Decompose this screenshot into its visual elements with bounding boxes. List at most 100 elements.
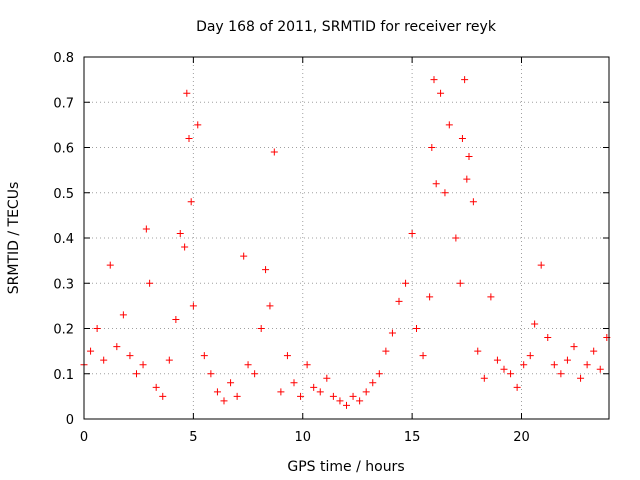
data-point — [557, 370, 565, 378]
data-point — [428, 144, 436, 151]
data-point — [456, 279, 464, 287]
data-point — [577, 374, 585, 382]
data-point — [493, 356, 501, 364]
y-tick-label: 0.5 — [53, 187, 74, 202]
data-point — [369, 379, 377, 387]
data-point — [152, 383, 160, 391]
data-point — [187, 198, 195, 206]
data-point — [251, 370, 259, 378]
y-tick-label: 0.7 — [53, 96, 74, 111]
data-point — [297, 392, 305, 400]
data-point — [172, 315, 180, 323]
y-tick-label: 0.6 — [53, 142, 74, 157]
data-point — [283, 352, 291, 360]
data-point — [139, 361, 147, 369]
data-point — [419, 352, 427, 360]
data-point — [362, 388, 370, 396]
chart-title: Day 168 of 2011, SRMTID for receiver rey… — [196, 19, 497, 35]
data-point — [100, 356, 108, 364]
data-point — [408, 229, 416, 237]
data-point — [165, 356, 173, 364]
data-point — [336, 397, 344, 405]
data-point — [207, 370, 215, 378]
data-point — [159, 392, 167, 400]
data-point — [526, 352, 534, 360]
data-point — [463, 175, 471, 183]
data-point — [200, 352, 208, 360]
data-point — [382, 347, 390, 355]
data-point — [395, 297, 403, 305]
data-point — [277, 388, 285, 396]
data-point — [133, 370, 140, 378]
data-point — [430, 76, 438, 84]
data-point — [303, 361, 311, 369]
x-tick-label: 20 — [513, 430, 530, 445]
data-points — [80, 76, 611, 409]
data-point — [181, 243, 189, 251]
data-point — [310, 383, 318, 391]
x-tick-label: 10 — [294, 430, 311, 445]
y-axis-label: SRMTID / TECUs — [6, 182, 22, 295]
y-tick-label: 0.4 — [53, 232, 74, 247]
data-point — [452, 234, 460, 242]
data-point — [356, 397, 364, 405]
data-point — [87, 347, 95, 355]
data-point — [544, 334, 552, 342]
data-point — [343, 401, 350, 409]
data-point — [176, 229, 184, 237]
y-tick-labels: 0 0.1 0.2 0.3 0.4 0.5 0.6 0.7 0.8 — [53, 51, 74, 428]
data-point — [262, 266, 270, 274]
x-tick-labels: 0 5 10 15 20 — [80, 430, 530, 445]
data-point — [233, 392, 241, 400]
data-point — [550, 361, 558, 369]
y-tick-label: 0.3 — [53, 277, 74, 292]
data-point — [487, 293, 495, 301]
data-point — [402, 279, 410, 287]
data-point — [570, 343, 578, 351]
data-point — [329, 392, 337, 400]
data-point — [257, 325, 265, 332]
y-tick-label: 0.1 — [53, 368, 74, 383]
data-point — [437, 89, 445, 97]
data-point — [126, 352, 134, 360]
data-point — [531, 320, 539, 328]
data-point — [227, 379, 235, 387]
data-point — [426, 293, 434, 301]
grid-lines — [84, 57, 609, 419]
data-point — [220, 397, 228, 405]
plot-frame — [83, 56, 610, 420]
data-point — [349, 392, 357, 400]
y-tick-label: 0 — [66, 413, 74, 428]
data-point — [146, 279, 154, 287]
data-point — [465, 153, 473, 161]
x-tick-label: 5 — [189, 430, 197, 445]
data-point — [240, 252, 248, 260]
data-point — [590, 347, 598, 355]
data-point — [474, 347, 482, 355]
y-tick-label: 0.8 — [53, 51, 74, 66]
data-point — [270, 148, 278, 156]
data-point — [583, 361, 591, 369]
data-point — [445, 121, 453, 129]
data-point — [316, 388, 324, 396]
data-point — [375, 370, 383, 378]
data-point — [113, 343, 121, 351]
data-point — [290, 379, 298, 387]
data-point — [244, 361, 252, 369]
data-point — [189, 302, 197, 310]
data-point — [537, 261, 545, 269]
data-point — [106, 261, 114, 269]
data-point — [469, 198, 477, 206]
data-point — [432, 180, 440, 188]
x-tick-label: 0 — [80, 430, 88, 445]
data-point — [500, 365, 508, 373]
data-point — [413, 325, 420, 332]
data-point — [458, 134, 466, 142]
axis-ticks — [83, 56, 609, 420]
data-point — [520, 361, 528, 369]
x-tick-label: 15 — [404, 430, 421, 445]
data-point — [266, 302, 274, 310]
data-point — [323, 374, 331, 382]
data-point — [183, 89, 191, 97]
